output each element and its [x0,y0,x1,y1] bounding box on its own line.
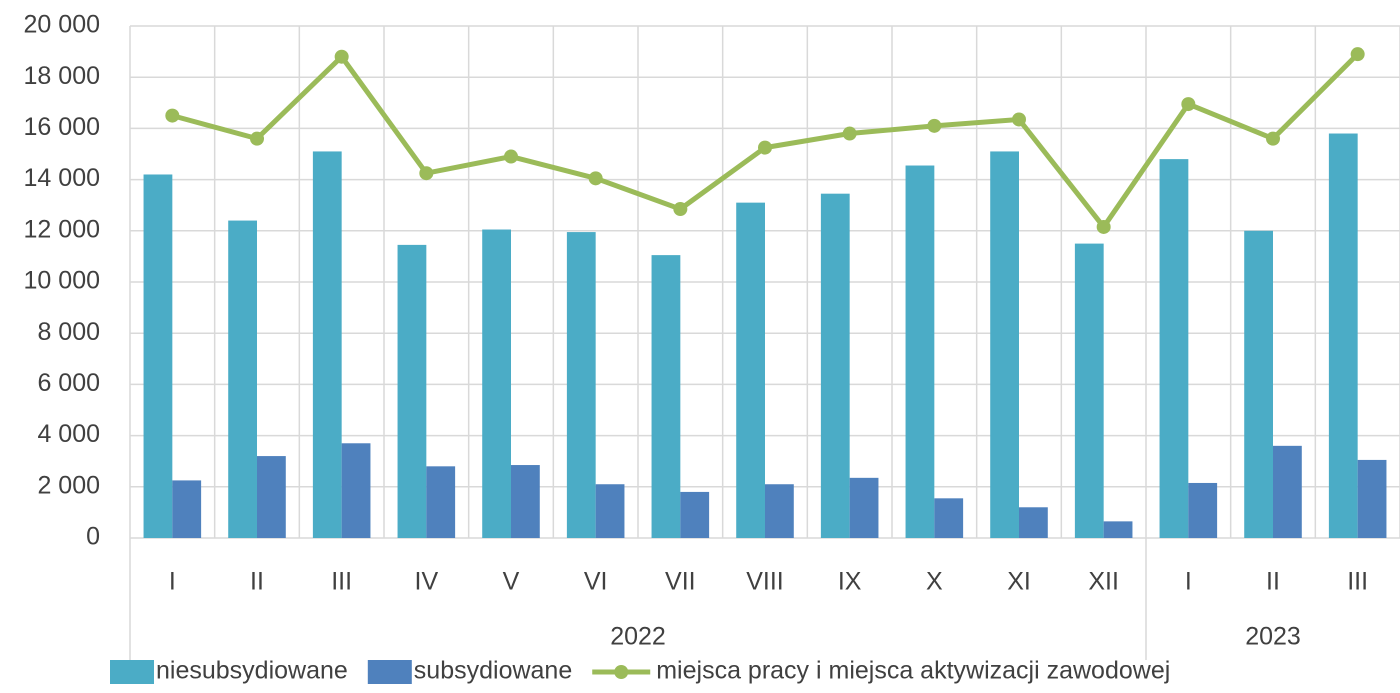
bar [990,151,1019,538]
line-marker [1266,131,1280,146]
line-marker [1012,112,1026,127]
y-tick-label: 16 000 [24,113,100,141]
x-tick-label: VII [665,568,696,596]
group-label: 2022 [610,623,666,651]
x-tick-label: VIII [746,568,784,596]
bar [566,232,596,538]
x-tick-label: XII [1088,568,1119,596]
line-marker [758,140,772,155]
line-marker [673,202,688,217]
legend-swatch [367,660,412,684]
y-tick-label: 2 000 [37,471,100,499]
x-tick-label: I [169,568,176,596]
line-marker [165,108,180,123]
bar [1357,459,1387,538]
x-tick-label: II [1266,568,1280,596]
bar [765,484,794,538]
bar [257,456,286,538]
line-marker [419,166,434,181]
bar [680,491,710,538]
y-tick-label: 10 000 [24,267,100,295]
x-tick-label: VI [584,568,608,596]
bar [1328,133,1358,538]
line-marker [1096,219,1111,234]
bar [736,202,765,538]
bar [1273,445,1302,538]
line-marker [1181,97,1196,112]
bar [228,220,257,538]
x-tick-label: III [1347,568,1368,596]
group-label: 2023 [1245,623,1301,651]
y-tick-label: 4 000 [37,420,100,448]
bar [1019,507,1048,538]
x-tick-label: II [250,568,264,596]
x-tick-label: IX [838,568,862,596]
line-marker [927,118,942,133]
bar [595,484,625,538]
bar [820,193,850,538]
line-marker [588,171,603,186]
line-marker [334,49,349,64]
bar [905,165,935,538]
bar [341,443,371,538]
legend-label: subsydiowane [414,657,572,685]
line-marker [1350,47,1365,62]
line-marker [504,149,518,164]
bar [651,255,681,538]
bar [849,477,879,538]
bar [172,480,202,538]
y-tick-label: 8 000 [37,318,100,346]
x-tick-label: X [926,568,943,596]
y-tick-label: 6 000 [37,369,100,397]
bar [482,229,511,538]
bar [1159,159,1189,538]
legend-swatch [614,665,629,679]
y-tick-label: 0 [86,523,100,551]
y-tick-label: 12 000 [24,215,100,243]
line-marker [842,126,857,141]
bar [934,498,964,538]
bar [1188,482,1218,538]
legend-swatch [110,660,154,684]
legend-label: niesubsydiowane [156,657,348,685]
line-marker [250,131,264,146]
bar [511,465,540,538]
x-tick-label: XI [1007,568,1031,596]
x-tick-label: V [503,568,520,596]
y-tick-label: 14 000 [24,164,100,192]
x-tick-label: I [1185,568,1192,596]
bar [397,244,427,538]
x-tick-label: III [331,568,352,596]
x-tick-label: IV [415,568,439,596]
bar [143,174,173,539]
bar [426,466,456,538]
bar [312,151,342,538]
bar [1103,521,1133,538]
y-tick-label: 20 000 [24,11,100,39]
legend-label: miejsca pracy i miejsca aktywizacji zawo… [656,657,1170,685]
bar [1074,243,1104,538]
bar [1244,230,1273,539]
y-tick-label: 18 000 [24,62,100,90]
